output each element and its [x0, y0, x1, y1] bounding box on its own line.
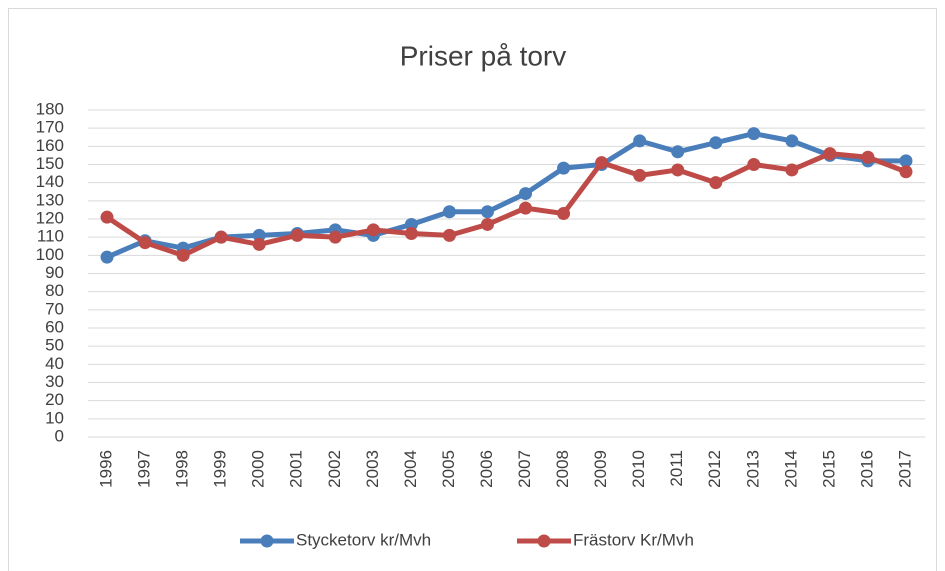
series-line — [105, 151, 907, 258]
x-tick-label: 2009 — [591, 450, 610, 488]
data-point — [633, 134, 647, 148]
x-tick-label: 2007 — [515, 450, 534, 488]
x-tick-label: 2005 — [439, 450, 458, 488]
data-point — [823, 147, 837, 161]
data-point — [442, 205, 456, 219]
y-tick-label: 50 — [45, 336, 64, 355]
chart-frame — [8, 8, 937, 571]
y-tick-label: 0 — [55, 426, 64, 445]
y-tick-label: 150 — [36, 154, 64, 173]
x-tick-label: 2012 — [705, 450, 724, 488]
data-point — [785, 163, 799, 177]
data-point — [709, 176, 723, 190]
x-tick-label: 2013 — [743, 450, 762, 488]
legend-label: Stycketorv kr/Mvh — [296, 530, 431, 549]
data-point — [480, 217, 494, 231]
data-point — [480, 205, 494, 219]
chart-title: Priser på torv — [400, 40, 567, 71]
data-point — [214, 230, 228, 244]
y-tick-label: 120 — [36, 208, 64, 227]
x-tick-label: 1997 — [135, 450, 154, 488]
data-point — [366, 223, 380, 237]
data-point — [747, 127, 761, 141]
series-line — [106, 131, 906, 260]
x-tick-label: 2014 — [781, 450, 800, 488]
data-point — [671, 163, 685, 177]
data-point — [785, 134, 799, 148]
y-tick-label: 10 — [45, 408, 64, 427]
data-point — [252, 237, 266, 251]
data-point — [671, 145, 685, 159]
x-tick-label: 2000 — [249, 450, 268, 488]
y-tick-label: 180 — [36, 99, 64, 118]
y-tick-label: 160 — [36, 136, 64, 155]
data-point — [595, 156, 609, 170]
x-tick-label: 2006 — [477, 450, 496, 488]
data-point — [404, 227, 418, 241]
x-tick-label: 2003 — [363, 450, 382, 488]
x-tick-label: 2016 — [857, 450, 876, 488]
y-tick-label: 170 — [36, 118, 64, 137]
legend-label: Frästorv Kr/Mvh — [573, 530, 694, 549]
data-point — [899, 165, 913, 179]
data-point — [557, 161, 571, 175]
y-tick-label: 100 — [36, 245, 64, 264]
x-tick-label: 2004 — [401, 450, 420, 488]
legend-marker — [537, 534, 551, 548]
x-tick-label: 1999 — [211, 450, 230, 488]
y-tick-label: 20 — [45, 390, 64, 409]
x-tick-label: 2008 — [553, 450, 572, 488]
x-tick-label: 2010 — [629, 450, 648, 488]
data-point — [176, 248, 190, 262]
y-tick-label: 130 — [36, 190, 64, 209]
y-tick-label: 60 — [45, 317, 64, 336]
x-tick-label: 2011 — [667, 450, 686, 487]
data-point — [899, 154, 913, 168]
data-point — [328, 230, 342, 244]
data-point — [557, 207, 571, 221]
data-point — [252, 228, 266, 242]
y-tick-label: 30 — [45, 372, 64, 391]
data-point — [519, 187, 533, 201]
data-point — [100, 210, 114, 224]
data-point — [290, 228, 304, 242]
y-tick-label: 90 — [45, 263, 64, 282]
data-point — [442, 228, 456, 242]
data-point — [404, 217, 418, 231]
x-tick-label: 2001 — [287, 450, 306, 488]
x-tick-label: 2002 — [325, 450, 344, 488]
y-tick-label: 140 — [36, 172, 64, 191]
y-tick-label: 110 — [37, 227, 64, 246]
y-tick-label: 70 — [45, 299, 64, 318]
data-point — [519, 201, 533, 215]
y-tick-label: 40 — [45, 354, 64, 373]
data-point — [709, 136, 723, 150]
data-point — [138, 236, 152, 250]
data-point — [861, 150, 875, 164]
x-tick-label: 1998 — [173, 450, 192, 488]
data-point — [747, 158, 761, 171]
x-tick-label: 1996 — [97, 450, 116, 488]
data-point — [633, 168, 647, 182]
x-tick-label: 2017 — [895, 450, 914, 488]
legend-marker — [260, 534, 274, 548]
data-point — [100, 250, 114, 264]
x-tick-label: 2015 — [819, 450, 838, 488]
y-tick-label: 80 — [45, 281, 64, 300]
